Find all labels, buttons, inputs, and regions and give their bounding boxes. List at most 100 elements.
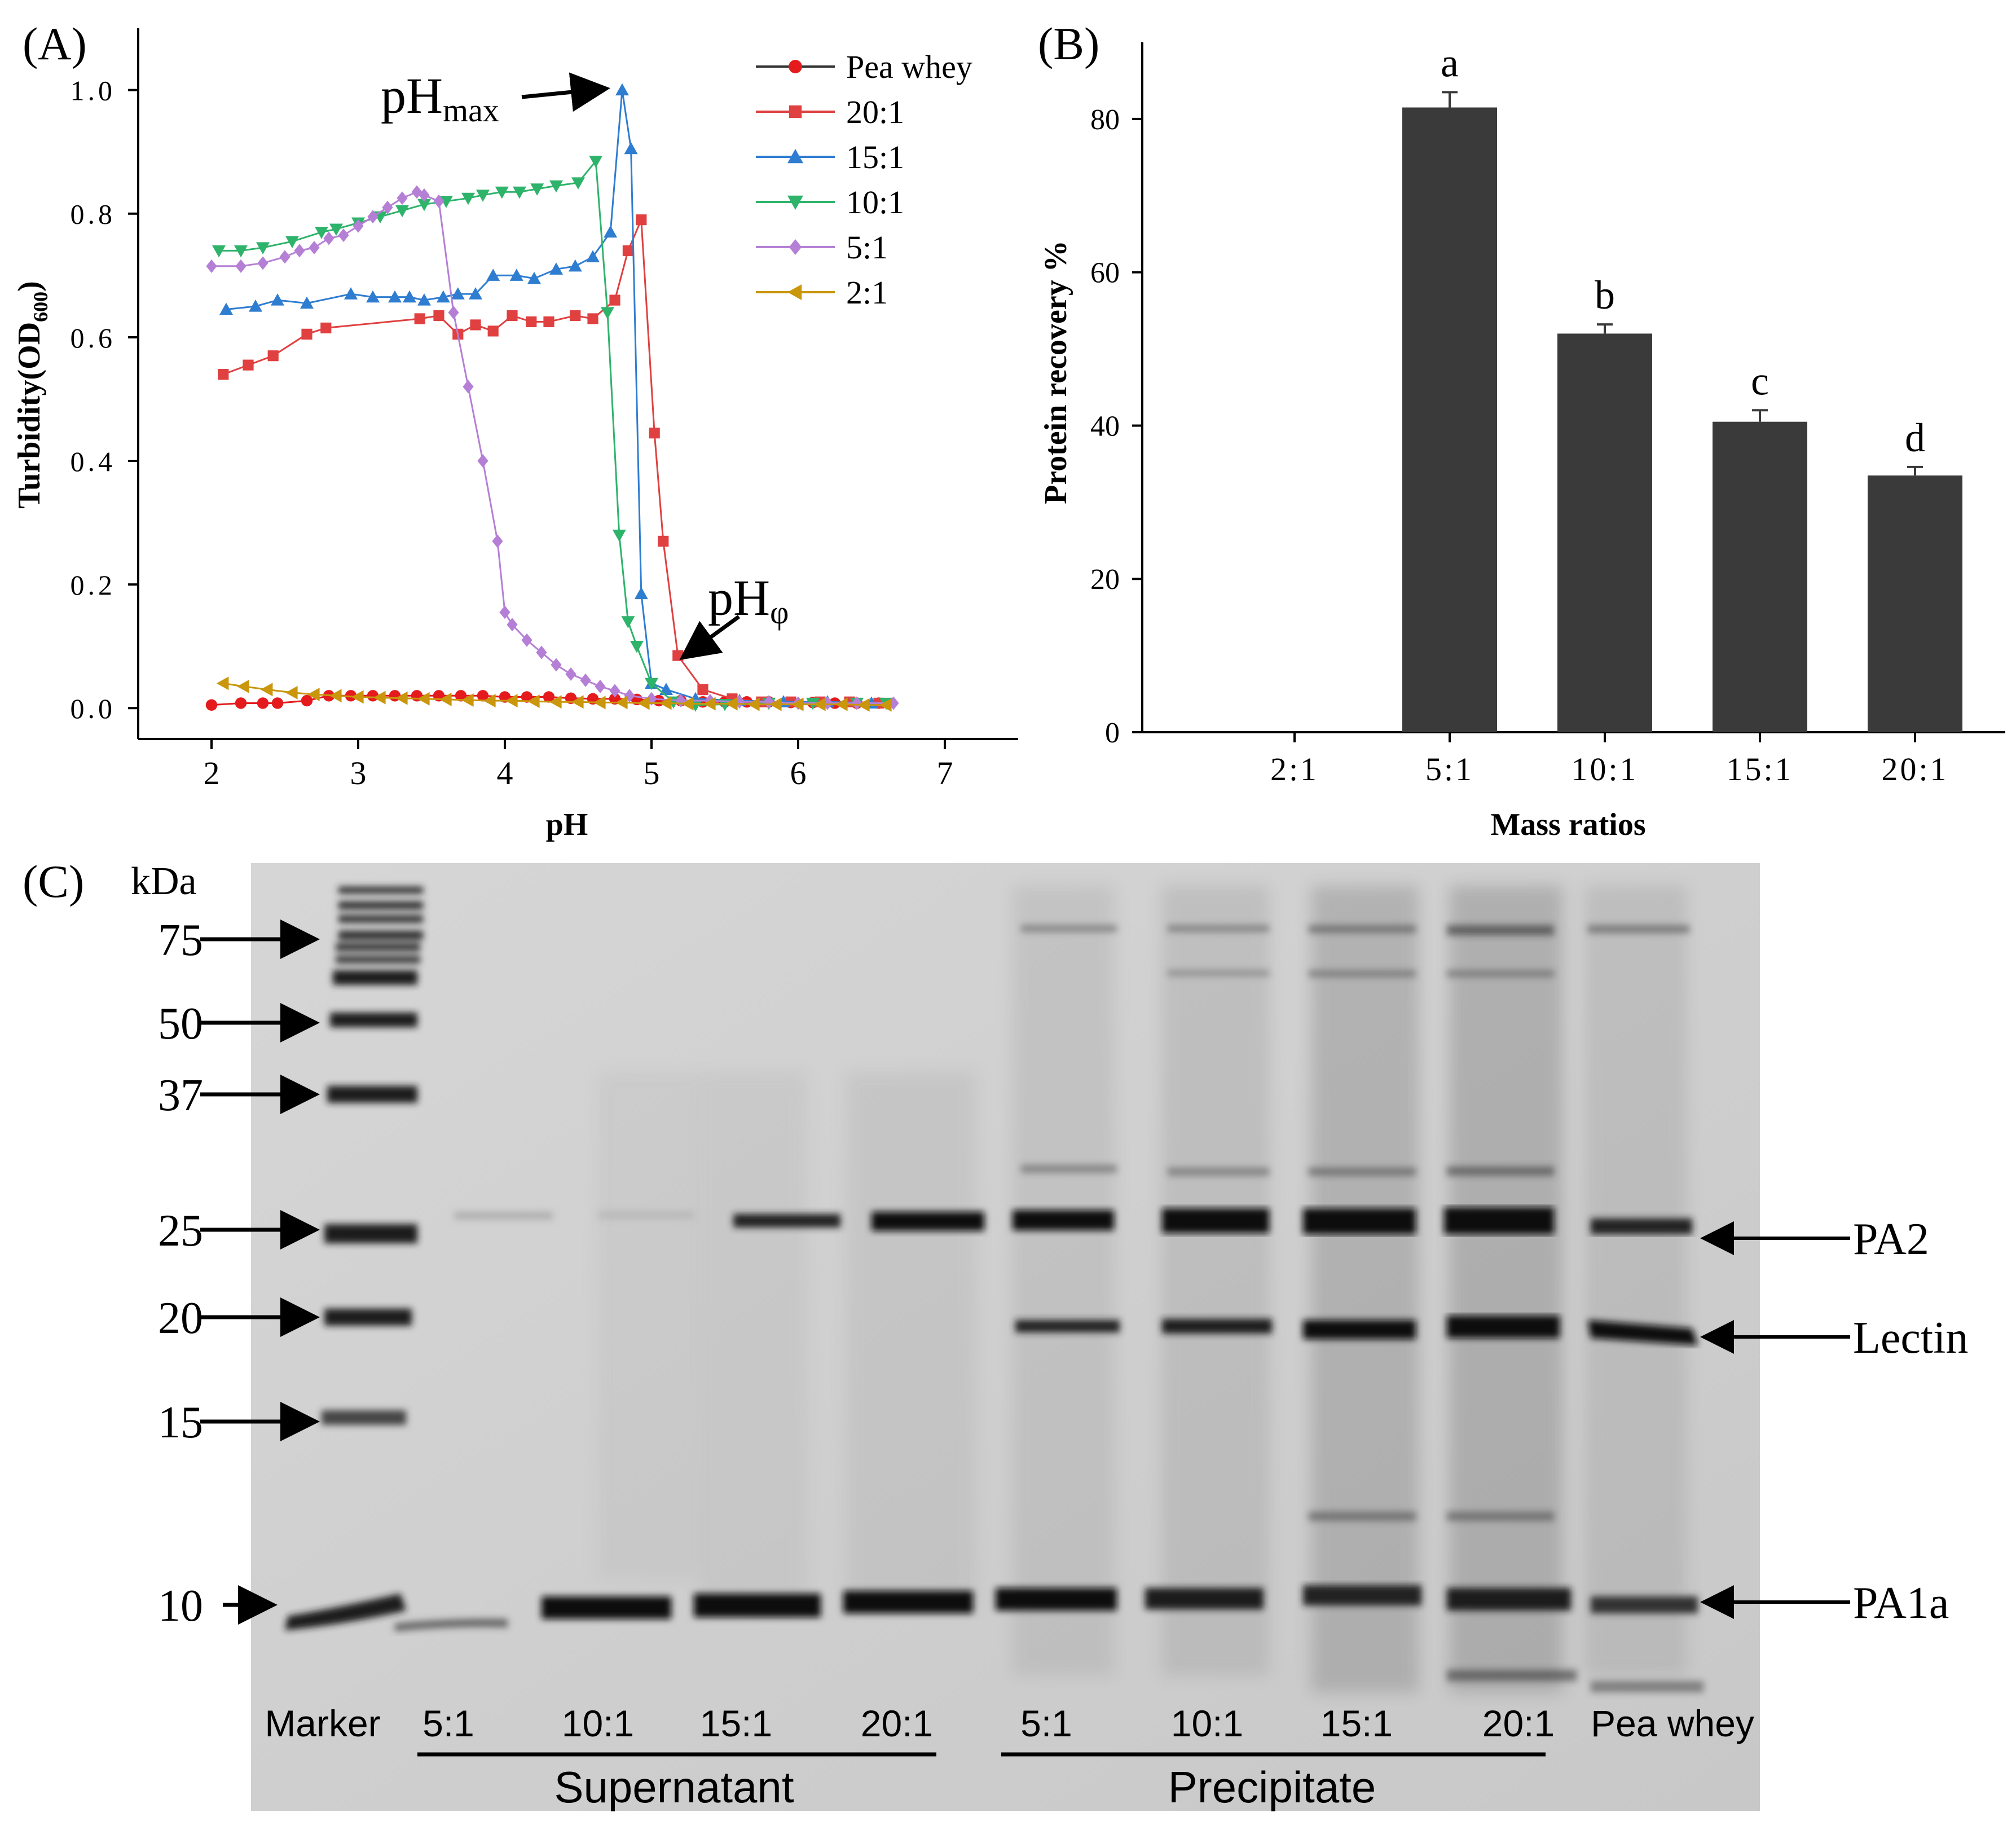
legend-label: 2:1 xyxy=(846,274,888,311)
panel-b: (B) 0 20 40 60 80 2:1 5:1 10:1 15:1 20:1 a b c d Mas… xyxy=(1038,18,2005,842)
ph-max-annotation: pHmax xyxy=(381,68,610,129)
ph-max-arrow xyxy=(521,72,610,112)
panel-a-x-tick-label: 2 xyxy=(204,755,220,791)
data-point xyxy=(235,697,247,709)
marker-size-label: 75 xyxy=(158,916,203,965)
pa1a-bands xyxy=(395,1585,1698,1631)
data-point xyxy=(835,697,848,711)
data-point xyxy=(571,177,585,190)
marker-size-label: 37 xyxy=(158,1071,203,1120)
data-point xyxy=(366,290,380,303)
precipitate-label: Precipitate xyxy=(1168,1762,1376,1812)
data-point xyxy=(543,691,555,703)
panel-a-x-tick-label: 4 xyxy=(497,755,513,791)
data-point xyxy=(397,191,408,205)
legend-label: 20:1 xyxy=(846,94,904,130)
data-point xyxy=(646,692,657,706)
data-point xyxy=(615,696,628,710)
data-point xyxy=(417,199,431,212)
data-point xyxy=(414,313,425,324)
ph-phi-arrow xyxy=(679,615,741,661)
data-point xyxy=(725,697,738,711)
band-label: PA2 xyxy=(1853,1215,1929,1264)
legend-marker xyxy=(787,149,803,164)
lane-label: 20:1 xyxy=(861,1702,933,1744)
marker-size-label: 15 xyxy=(158,1398,203,1448)
lane-label: 5:1 xyxy=(422,1702,474,1744)
marker-size-label: 25 xyxy=(158,1206,203,1256)
panel-b-y-tick-label: 0 xyxy=(1105,717,1120,749)
panel-a-x-tick-label: 7 xyxy=(937,755,953,791)
legend-label: 15:1 xyxy=(846,139,904,175)
data-point xyxy=(507,310,518,322)
legend-entry: 15:1 xyxy=(756,139,904,175)
kda-unit-label: kDa xyxy=(131,860,197,903)
marker-size-label: 20 xyxy=(158,1294,203,1343)
panel-a-label: (A) xyxy=(23,18,87,69)
data-point xyxy=(218,368,229,380)
panel-c-label: (C) xyxy=(23,856,84,907)
panel-b-x-axis-label: Mass ratios xyxy=(1490,807,1645,842)
data-point xyxy=(593,696,606,710)
data-point xyxy=(624,142,638,155)
panel-a-legend: Pea whey 20:1 15:1 10:1 5:1 2:1 xyxy=(756,49,972,311)
data-point xyxy=(505,694,518,708)
legend-marker xyxy=(787,195,803,210)
data-point xyxy=(461,192,475,205)
data-point xyxy=(879,698,892,712)
data-point xyxy=(249,300,262,312)
ph-phi-annotation: pHφ xyxy=(679,570,789,661)
data-point xyxy=(205,699,218,711)
data-point xyxy=(353,219,364,233)
panel-a-y-tick-label: 0.4 xyxy=(71,446,116,477)
data-point xyxy=(609,684,620,698)
band-label: Lectin xyxy=(1853,1313,1968,1363)
data-point xyxy=(301,328,312,340)
legend-entry: 10:1 xyxy=(756,184,904,221)
data-point xyxy=(822,696,833,710)
data-point xyxy=(271,293,284,306)
significance-letter: a xyxy=(1441,40,1459,85)
lane-labels: Marker 5:1 10:1 15:1 20:1 5:1 10:1 15:1 20:1 Pea … xyxy=(265,1702,1754,1744)
data-point xyxy=(367,210,378,224)
lane-label: 10:1 xyxy=(562,1702,634,1744)
lane-label: 10:1 xyxy=(1171,1702,1243,1744)
data-point xyxy=(309,240,320,254)
bar xyxy=(1868,475,1962,732)
data-point xyxy=(568,259,582,272)
panel-a-x-tick-label: 6 xyxy=(790,755,807,791)
lane-label: Pea whey xyxy=(1591,1702,1754,1744)
band-label: PA1a xyxy=(1853,1578,1949,1628)
panel-b-y-axis-label: Protein recovery % xyxy=(1038,240,1073,504)
data-point xyxy=(338,228,349,243)
data-point xyxy=(469,287,482,300)
data-point xyxy=(621,616,635,628)
data-point xyxy=(294,244,305,258)
legend-marker xyxy=(789,105,802,118)
gel-smears xyxy=(598,886,1687,1692)
legend-marker xyxy=(789,60,802,73)
data-point xyxy=(630,641,644,653)
data-point xyxy=(433,310,444,322)
legend-label: Pea whey xyxy=(846,49,972,85)
data-point xyxy=(595,679,606,693)
data-point xyxy=(315,226,328,239)
data-point xyxy=(300,296,314,309)
data-point xyxy=(513,186,526,199)
data-point xyxy=(470,319,481,331)
data-point xyxy=(857,698,870,712)
data-point xyxy=(448,306,459,319)
data-point xyxy=(681,697,694,711)
series-10-1 xyxy=(212,155,893,712)
lane-label: 15:1 xyxy=(1320,1702,1393,1744)
data-point xyxy=(645,677,658,690)
legend-entry: 20:1 xyxy=(756,94,904,130)
significance-letter: d xyxy=(1905,415,1925,460)
data-point xyxy=(439,692,452,706)
data-point xyxy=(734,695,745,709)
panel-a-y-tick-label: 0.2 xyxy=(71,569,116,601)
data-point xyxy=(697,684,708,695)
data-point xyxy=(763,695,774,709)
data-point xyxy=(549,180,563,193)
